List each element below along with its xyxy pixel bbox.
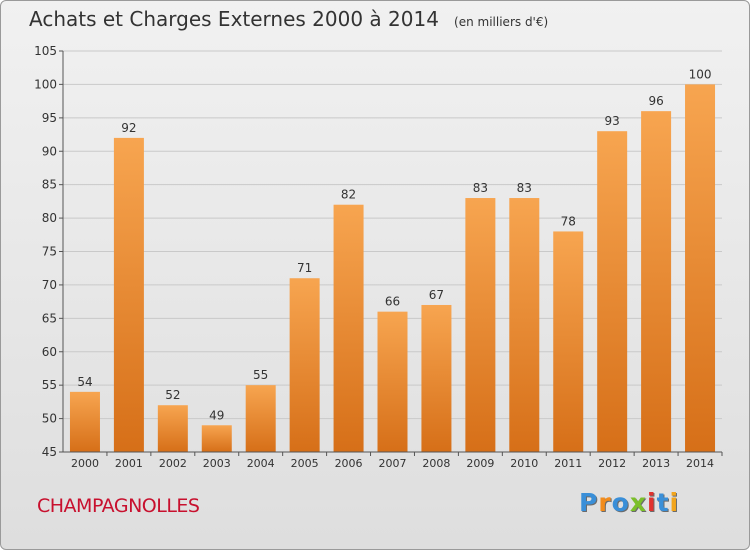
bar-2002 [157, 405, 188, 452]
value-label-2000: 54 [77, 375, 92, 389]
x-tick-label-2012: 2012 [598, 457, 626, 470]
x-tick-label-2010: 2010 [510, 457, 538, 470]
bar-2012 [597, 131, 628, 452]
logo-letter: r [598, 488, 612, 517]
logo-letter: t [656, 488, 670, 517]
value-label-2004: 55 [253, 368, 268, 382]
bar-2009 [465, 198, 496, 452]
bar-2008 [421, 304, 452, 452]
x-tick-label-2003: 2003 [203, 457, 231, 470]
x-tick-label-2011: 2011 [554, 457, 582, 470]
bar-2003 [201, 425, 232, 452]
commune-name: CHAMPAGNOLLES [37, 495, 200, 517]
x-tick-label-2000: 2000 [71, 457, 99, 470]
y-tick-label: 80 [42, 211, 57, 225]
y-tick-label: 105 [34, 44, 57, 58]
y-tick-label: 85 [42, 178, 57, 192]
y-tick-label: 45 [42, 445, 57, 459]
y-tick-label: 55 [42, 378, 57, 392]
chart-title: Achats et Charges Externes 2000 à 2014 [29, 7, 439, 31]
x-tick-label-2009: 2009 [466, 457, 494, 470]
bar-2000 [69, 391, 100, 452]
logo-letter: P [579, 488, 599, 517]
x-tick-label-2008: 2008 [422, 457, 450, 470]
value-labels: 54 92 52 49 55 71 82 66 67 83 83 78 93 96 100 [77, 67, 711, 422]
logo-letter: x [629, 488, 647, 517]
y-tick-label: 50 [42, 412, 57, 426]
axes: 45 50 55 60 65 70 75 80 85 90 95 100 105 2000 2001 2002… [34, 44, 723, 470]
logo-letter: o [611, 488, 630, 517]
x-tick-label-2007: 2007 [379, 457, 407, 470]
logo-letter: i [647, 488, 657, 517]
x-tick-label-2014: 2014 [686, 457, 714, 470]
x-tick-label-2013: 2013 [642, 457, 670, 470]
chart-unit: (en milliers d'€) [454, 15, 549, 29]
y-tick-label: 60 [42, 345, 57, 359]
value-label-2005: 71 [297, 261, 312, 275]
y-tick-label: 70 [42, 278, 57, 292]
bar-2011 [553, 231, 584, 452]
y-tick-label: 100 [34, 77, 57, 91]
x-tick-label-2001: 2001 [115, 457, 143, 470]
x-tick-label-2004: 2004 [247, 457, 275, 470]
bars [69, 84, 716, 453]
bar-2005 [289, 278, 320, 452]
title-row: Achats et Charges Externes 2000 à 2014 (… [29, 7, 548, 31]
bar-2001 [113, 137, 144, 452]
value-label-2008: 67 [429, 288, 444, 302]
value-label-2014: 100 [689, 67, 712, 81]
logo-letter: i [669, 488, 680, 517]
value-label-2001: 92 [121, 121, 136, 135]
value-label-2013: 96 [648, 94, 663, 108]
y-tick-label: 95 [42, 111, 57, 125]
value-label-2003: 49 [209, 408, 224, 422]
bar-2004 [245, 385, 276, 452]
y-tick-label: 90 [42, 144, 57, 158]
x-tick-label-2005: 2005 [291, 457, 319, 470]
x-tick-label-2002: 2002 [159, 457, 187, 470]
value-label-2002: 52 [165, 388, 180, 402]
bar-2010 [509, 198, 540, 452]
bar-2007 [377, 311, 408, 452]
bar-2014 [685, 84, 716, 453]
value-label-2011: 78 [561, 214, 576, 228]
value-label-2006: 82 [341, 188, 356, 202]
y-tick-label: 65 [42, 311, 57, 325]
x-tick-label-2006: 2006 [335, 457, 363, 470]
proxiti-logo: Proxiti [579, 488, 679, 517]
value-label-2010: 83 [517, 181, 532, 195]
bar-2013 [641, 111, 672, 453]
value-label-2012: 93 [605, 114, 620, 128]
bar-2006 [333, 204, 364, 452]
value-label-2007: 66 [385, 295, 400, 309]
value-label-2009: 83 [473, 181, 488, 195]
y-tick-label: 75 [42, 245, 57, 259]
